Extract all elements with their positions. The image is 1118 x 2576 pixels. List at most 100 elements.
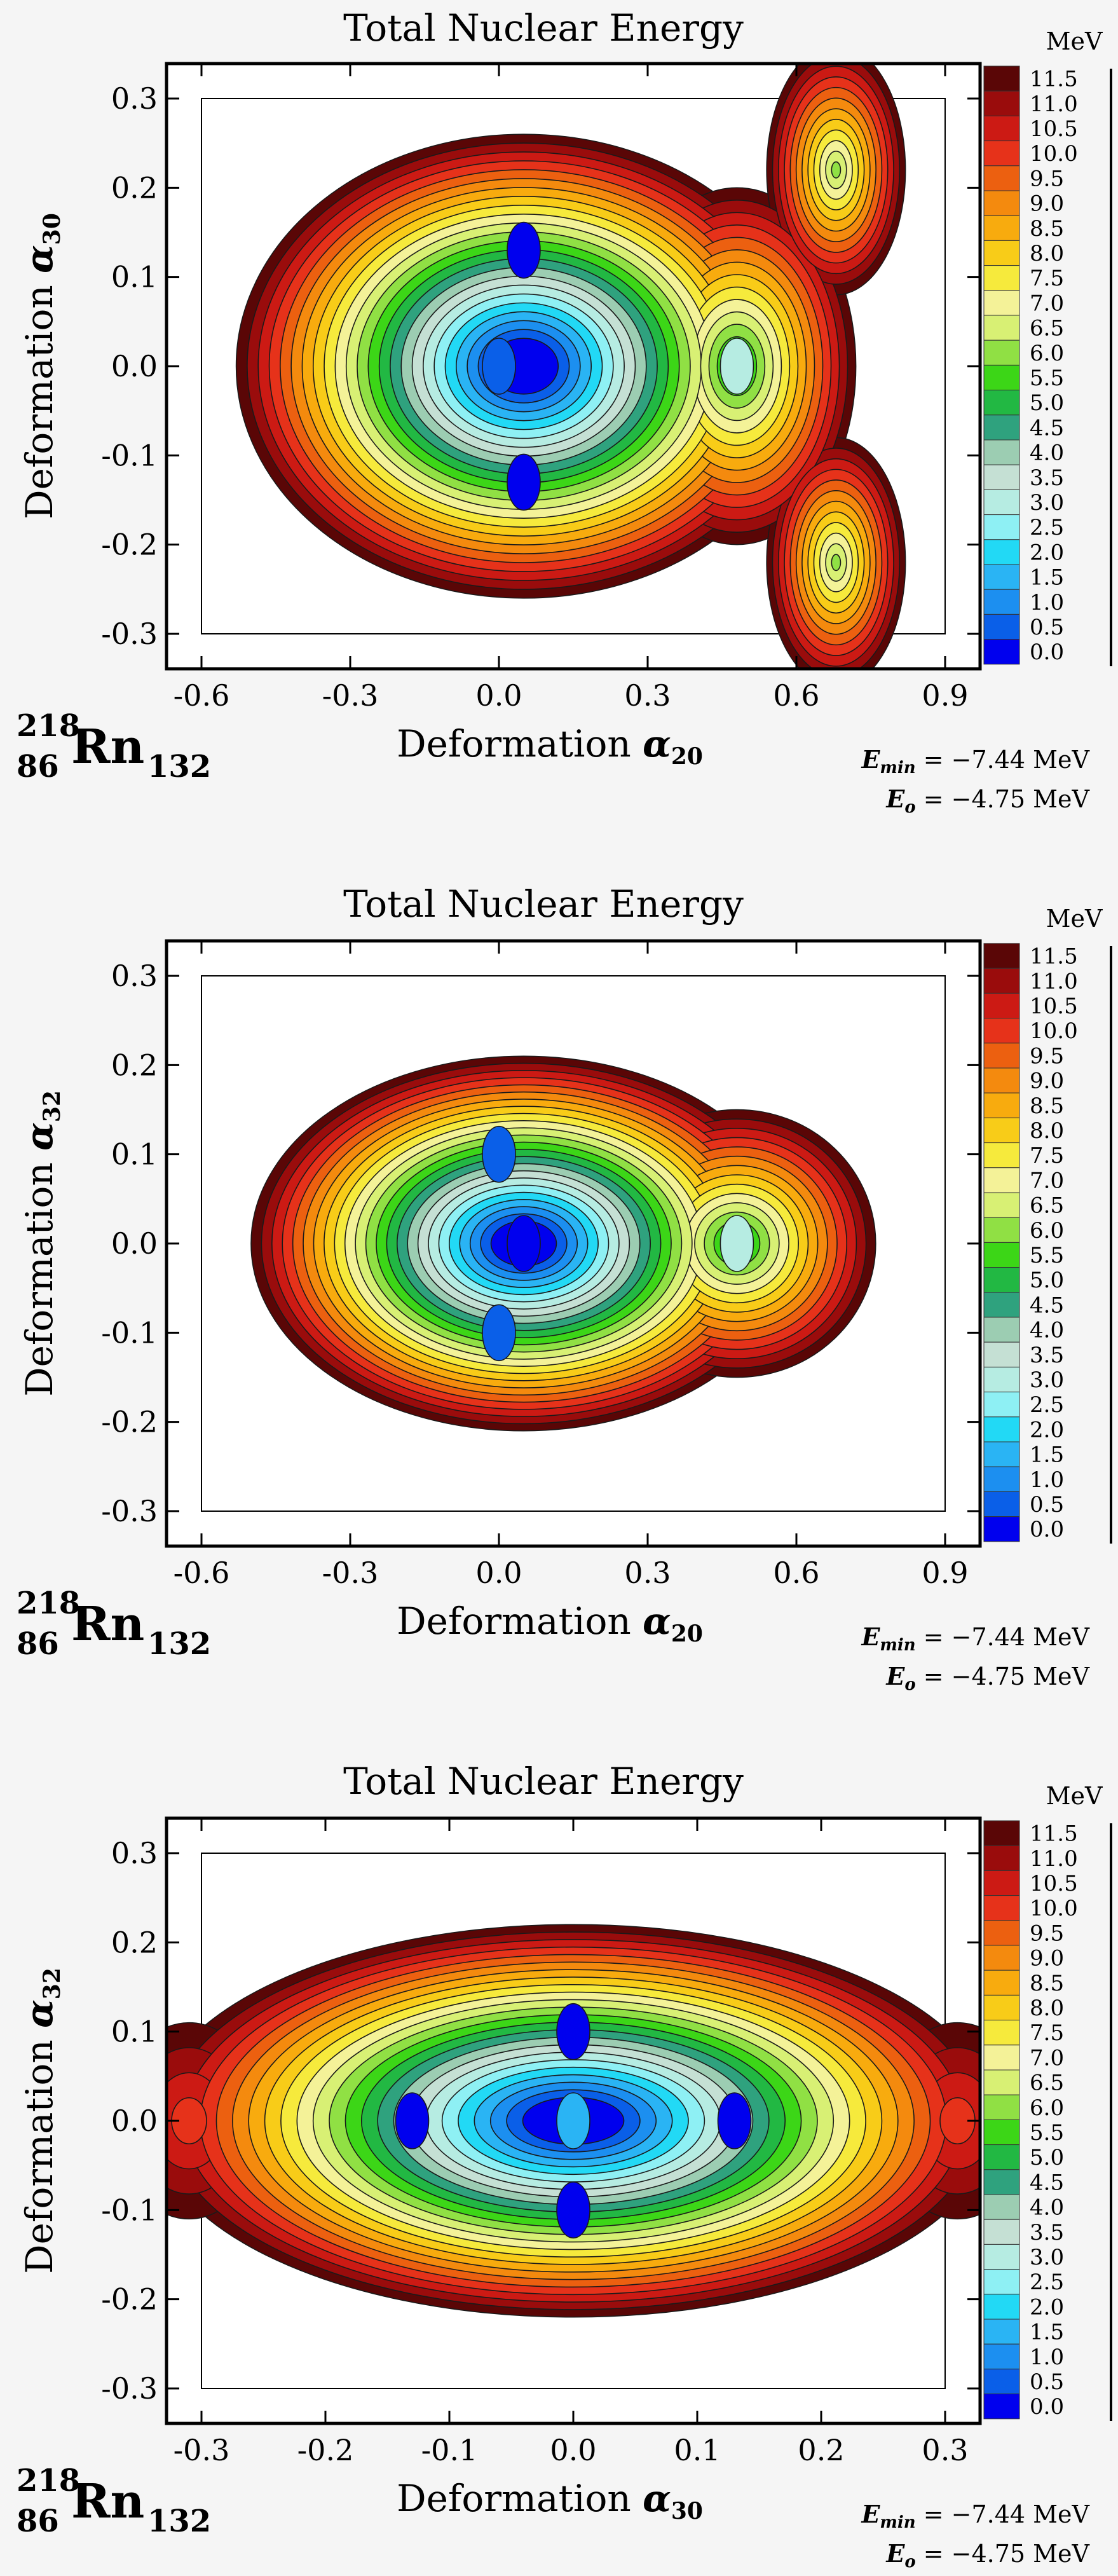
colorbar-unit: MeV	[1046, 27, 1103, 55]
eo-annotation: Eo = −4.75 MeV	[885, 784, 1089, 817]
colorbar-swatch-9.0	[983, 1067, 1020, 1093]
y-tick-label: 0.1	[111, 260, 158, 294]
nucleus-neutrons: 132	[147, 2504, 211, 2539]
colorbar-swatch-3.0	[983, 2244, 1020, 2270]
colorbar-swatch-7.5	[983, 1142, 1020, 1168]
colorbar-label: 4.5	[1030, 2170, 1064, 2195]
colorbar-swatch-11.0	[983, 1845, 1020, 1871]
colorbar-swatch-3.5	[983, 2219, 1020, 2245]
colorbar-label: 2.5	[1030, 515, 1064, 540]
colorbar-label: 0.0	[1030, 2394, 1064, 2420]
colorbar-label: 5.5	[1030, 1243, 1064, 1268]
x-tick-label: 0.3	[624, 678, 671, 713]
colorbar-label: 8.5	[1030, 216, 1064, 242]
colorbar-swatch-2.0	[983, 1416, 1020, 1442]
nucleus-charge: 86	[17, 2504, 59, 2539]
colorbar-label: 5.5	[1030, 2120, 1064, 2146]
colorbar-swatch-6.5	[983, 315, 1020, 341]
colorbar-swatch-10.0	[983, 1895, 1020, 1921]
colorbar-label: 1.5	[1030, 565, 1064, 591]
x-tick-label: 0.9	[922, 678, 968, 713]
nucleus-mass: 218	[17, 708, 80, 744]
eo-annotation: Eo = −4.75 MeV	[885, 1662, 1089, 1694]
colorbar-swatch-10.5	[983, 1870, 1020, 1896]
colorbar-swatch-8.5	[983, 215, 1020, 241]
colorbar-label: 10.0	[1030, 1896, 1078, 1921]
colorbar-swatch-0.5	[983, 1491, 1020, 1518]
contour-plot	[167, 1818, 980, 2423]
colorbar-swatch-11.5	[983, 65, 1020, 92]
colorbar-swatch-6.0	[983, 2094, 1020, 2120]
nucleus-charge: 86	[17, 749, 59, 784]
colorbar-swatch-6.0	[983, 339, 1020, 366]
colorbar-swatch-4.0	[983, 1317, 1020, 1343]
x-tick-label: 0.3	[922, 2433, 968, 2467]
colorbar-label: 9.5	[1030, 1043, 1064, 1069]
colorbar: 11.511.010.510.09.59.08.58.07.57.06.56.0…	[983, 65, 1078, 665]
x-tick-label: 0.6	[773, 1556, 819, 1590]
y-tick-label: 0.0	[111, 1226, 158, 1261]
colorbar-label: 3.5	[1030, 2220, 1064, 2245]
y-tick-label: 0.3	[111, 81, 158, 116]
colorbar-swatch-5.0	[983, 390, 1020, 416]
nucleus-symbol: Rn	[71, 2474, 144, 2529]
colorbar-swatch-11.5	[983, 1820, 1020, 1846]
energy-minimum-1	[507, 221, 541, 279]
colorbar-swatch-4.0	[983, 439, 1020, 465]
y-tick-label: 0.0	[111, 2104, 158, 2138]
colorbar-swatch-0.5	[983, 613, 1020, 640]
x-tick-label: -0.3	[322, 678, 379, 713]
colorbar-swatch-7.0	[983, 290, 1020, 316]
colorbar-label: 2.0	[1030, 1417, 1064, 1442]
x-tick-label: -0.3	[174, 2433, 230, 2467]
colorbar-label: 9.0	[1030, 1069, 1064, 1094]
chart-panel-1: Total Nuclear Energy -0.6 -0.3 0.0 0.3 0.6 0.…	[17, 6, 1112, 817]
colorbar-swatch-5.0	[983, 1267, 1020, 1293]
colorbar-swatch-9.0	[983, 190, 1020, 216]
colorbar-label: 1.0	[1030, 2345, 1064, 2370]
colorbar-label: 10.5	[1030, 1871, 1078, 1896]
x-tick-label: -0.6	[174, 678, 230, 713]
colorbar-label: 9.5	[1030, 166, 1064, 191]
x-tick-label: 0.2	[798, 2433, 844, 2467]
nucleus-neutrons: 132	[147, 1626, 211, 1662]
y-axis-label: Deformation α32	[18, 1090, 65, 1397]
colorbar-label: 6.5	[1030, 316, 1064, 341]
colorbar-swatch-0.0	[983, 1516, 1020, 1542]
nucleus-symbol: Rn	[71, 720, 144, 774]
colorbar-swatch-5.0	[983, 2144, 1020, 2170]
x-axis-ticks: -0.3 -0.2 -0.1 0.0 0.1 0.2 0.3	[174, 1818, 969, 2467]
colorbar-swatch-0.0	[983, 639, 1020, 665]
y-axis-ticks: 0.3 0.2 0.1 0.0 -0.1 -0.2 -0.3	[101, 959, 980, 1528]
colorbar-label: 7.0	[1030, 291, 1064, 316]
colorbar-label: 5.5	[1030, 366, 1064, 391]
colorbar-label: 5.0	[1030, 2145, 1064, 2170]
colorbar-swatch-1.5	[983, 2319, 1020, 2345]
colorbar-swatch-11.0	[983, 968, 1020, 994]
colorbar-swatch-8.5	[983, 1092, 1020, 1118]
colorbar-swatch-9.5	[983, 165, 1020, 191]
colorbar-label: 0.5	[1030, 2369, 1064, 2395]
x-axis-ticks: -0.6 -0.3 0.0 0.3 0.6 0.9	[174, 64, 969, 713]
eo-annotation: Eo = −4.75 MeV	[885, 2539, 1089, 2572]
colorbar-swatch-9.5	[983, 1043, 1020, 1069]
x-axis-label: Deformation α20	[397, 1600, 703, 1647]
colorbar-label: 3.0	[1030, 2245, 1064, 2270]
y-tick-label: -0.2	[101, 528, 158, 562]
y-tick-label: 0.3	[111, 959, 158, 993]
y-tick-label: 0.2	[111, 1048, 158, 1082]
colorbar-swatch-11.5	[983, 943, 1020, 969]
nucleus-symbol: Rn	[71, 1597, 144, 1652]
colorbar-swatch-1.0	[983, 1466, 1020, 1492]
colorbar-label: 3.0	[1030, 1367, 1064, 1393]
colorbar-label: 8.5	[1030, 1093, 1064, 1119]
colorbar-swatch-1.0	[983, 2343, 1020, 2369]
chart-title: Total Nuclear Energy	[343, 1760, 744, 1803]
colorbar-swatch-10.5	[983, 115, 1020, 142]
colorbar-swatch-8.5	[983, 1970, 1020, 1996]
colorbar-swatch-7.5	[983, 2020, 1020, 2046]
colorbar-label: 8.0	[1030, 241, 1064, 266]
colorbar-label: 7.5	[1030, 266, 1064, 291]
colorbar-label: 6.5	[1030, 1193, 1064, 1219]
